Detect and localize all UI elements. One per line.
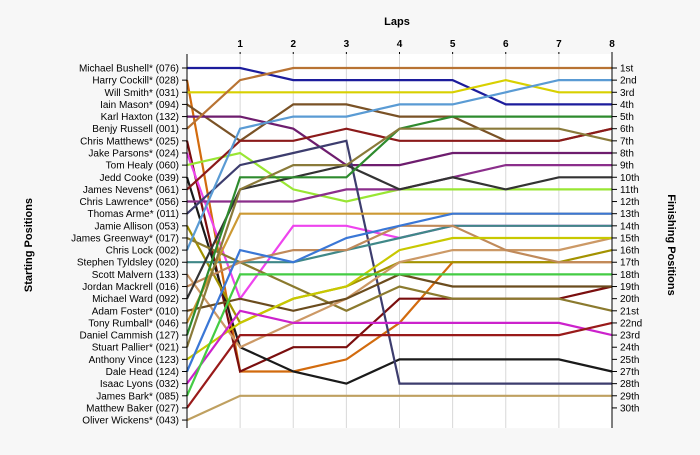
driver-name-label: James Nevens* (061)	[83, 185, 179, 196]
finish-position-label: 16th	[620, 246, 639, 257]
series-line-17	[187, 224, 612, 264]
y-axis-title-left: Starting Positions	[23, 198, 35, 292]
finish-position-label: 22nd	[620, 318, 642, 329]
series-line-20	[186, 163, 612, 300]
lap-tick-label: 2	[290, 39, 296, 50]
lap-tick-label: 8	[609, 39, 615, 50]
lap-tick-label: 6	[503, 39, 509, 50]
lap-tick-label: 7	[556, 39, 562, 50]
driver-name-label: Benjy Russell (001)	[92, 124, 179, 135]
driver-name-label: Harry Cockill* (028)	[92, 76, 179, 87]
series-line-16	[185, 78, 612, 251]
lap-tick-label: 5	[450, 39, 456, 50]
series-line-3	[187, 78, 612, 94]
driver-name-label: Michael Ward (092)	[92, 294, 179, 305]
series-line-13	[186, 139, 612, 385]
finish-position-label: 29th	[620, 391, 639, 402]
finish-position-label: 11th	[620, 185, 639, 196]
driver-name-label: Jordan Mackrell (016)	[82, 282, 179, 293]
finish-position-label: 21st	[620, 306, 639, 317]
axes	[182, 52, 617, 429]
driver-name-label: James Bark* (085)	[96, 391, 179, 402]
series-line-26	[185, 212, 612, 372]
driver-name-label: Karl Haxton (132)	[101, 112, 179, 123]
driver-name-label: Anthony Vince (123)	[89, 355, 179, 366]
driver-name-label: Isaac Lyons (032)	[100, 379, 179, 390]
driver-name-label: Chris Matthews* (025)	[80, 136, 179, 147]
finish-position-label: 9th	[620, 161, 634, 172]
driver-name-label: Chris Lock (002)	[106, 246, 179, 257]
driver-name-label: Matthew Baker (027)	[86, 403, 179, 414]
driver-name-label: Thomas Arme* (011)	[87, 209, 179, 220]
finish-position-label: 4th	[620, 100, 634, 111]
series-line-28	[185, 273, 612, 397]
driver-name-label: Iain Mason* (094)	[100, 100, 179, 111]
finish-position-label: 23rd	[620, 331, 640, 342]
finish-position-label: 25th	[620, 355, 639, 366]
finish-position-label: 24th	[620, 343, 639, 354]
driver-name-label: Tony Rumball* (046)	[88, 318, 179, 329]
finish-position-label: 19th	[620, 282, 639, 293]
driver-name-label: James Greenway* (017)	[71, 233, 179, 244]
chart-title: Laps	[384, 16, 410, 28]
driver-name-label: Jamie Allison (053)	[95, 221, 179, 232]
driver-name-label: Tom Healy (060)	[106, 161, 179, 172]
series-line-5	[187, 115, 612, 167]
finish-position-label: 10th	[620, 173, 639, 184]
series-line-10	[185, 176, 613, 385]
driver-name-label: Michael Bushell* (076)	[79, 64, 179, 75]
driver-name-label: Scott Malvern (133)	[92, 270, 179, 281]
finish-position-label: 17th	[620, 258, 639, 269]
series-line-11	[186, 127, 613, 191]
driver-name-label: Dale Head (124)	[106, 367, 179, 378]
driver-name-label: Jedd Cooke (039)	[100, 173, 180, 184]
finish-position-label: 8th	[620, 148, 634, 159]
series-line-24	[185, 127, 613, 348]
series-line-15	[186, 236, 613, 313]
series-line-18	[186, 236, 613, 349]
finish-position-label: 7th	[620, 136, 634, 147]
series-line-6	[186, 66, 612, 130]
finish-position-label: 18th	[620, 270, 639, 281]
driver-name-label: Daniel Cammish (127)	[80, 331, 179, 342]
finish-position-label: 5th	[620, 112, 634, 123]
series-line-29	[186, 321, 613, 409]
y-axis-title-right: Finishing Positions	[665, 194, 677, 295]
finish-position-label: 15th	[620, 233, 639, 244]
finish-position-label: 3rd	[620, 88, 634, 99]
lap-tick-label: 3	[344, 39, 350, 50]
series-line-30	[186, 394, 612, 422]
finish-position-label: 30th	[620, 403, 639, 414]
series-line-27	[186, 309, 613, 385]
driver-name-label: Stuart Pallier* (021)	[92, 343, 179, 354]
finish-position-label: 27th	[620, 367, 639, 378]
lap-tick-label: 4	[397, 39, 403, 50]
series-line-1	[187, 66, 612, 106]
finish-position-label: 20th	[620, 294, 639, 305]
finish-position-label: 6th	[620, 124, 634, 135]
finish-position-label: 1st	[620, 64, 634, 75]
finish-position-label: 12th	[620, 197, 639, 208]
finish-position-label: 14th	[620, 221, 639, 232]
driver-name-label: Oliver Wickens* (043)	[82, 416, 179, 427]
finish-position-label: 2nd	[620, 76, 637, 87]
series-lines	[185, 66, 613, 422]
driver-name-label: Adam Foster* (010)	[92, 306, 179, 317]
finish-position-label: 13th	[620, 209, 639, 220]
labels: 1 2 3 4 5 6 7 8 Michael Bushell* (076)Harry Cock…	[71, 39, 642, 427]
driver-name-label: Stephen Tyldsley (020)	[77, 258, 179, 269]
lap-tick-label: 1	[237, 39, 243, 50]
driver-name-label: Jake Parsons* (024)	[88, 148, 179, 159]
driver-name-label: Chris Lawrence* (056)	[80, 197, 180, 208]
finish-position-label: 28th	[620, 379, 639, 390]
driver-name-label: Will Smith* (031)	[105, 88, 179, 99]
